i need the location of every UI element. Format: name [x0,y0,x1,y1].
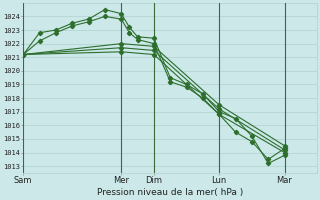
X-axis label: Pression niveau de la mer( hPa ): Pression niveau de la mer( hPa ) [97,188,244,197]
